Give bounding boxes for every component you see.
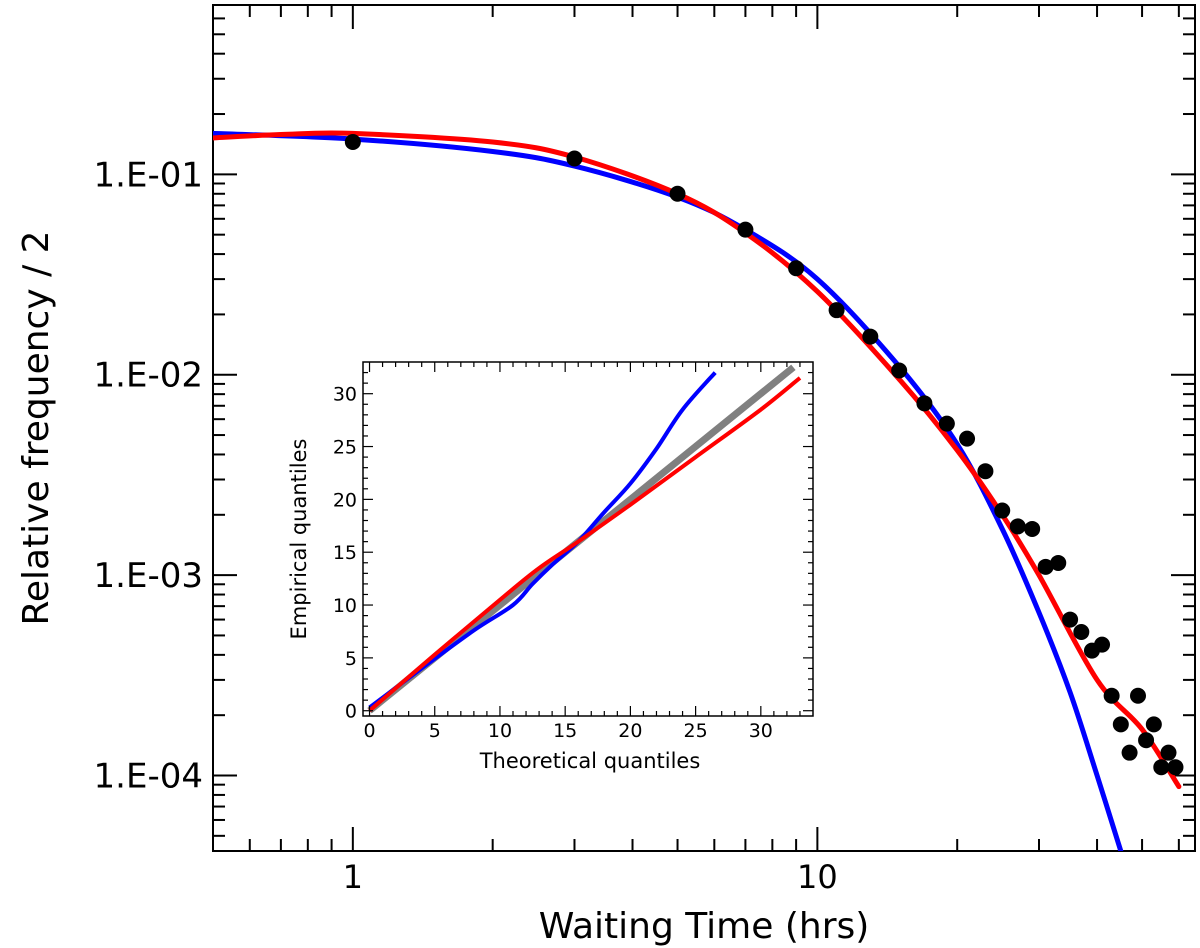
data-point bbox=[737, 221, 754, 238]
data-point bbox=[1103, 687, 1120, 704]
data-point bbox=[1073, 624, 1090, 641]
data-point bbox=[1112, 716, 1129, 733]
inset-y-axis-label: Empirical quantiles bbox=[287, 439, 311, 640]
data-point bbox=[1037, 558, 1054, 575]
inset-y-tick-label: 10 bbox=[333, 595, 357, 617]
main-y-axis-label: Relative frequency / 2 bbox=[16, 230, 57, 625]
red-qq-curve bbox=[368, 376, 802, 713]
main-tick-labels: 1 10 1.E-01 1.E-02 1.E-03 1.E-04 bbox=[94, 155, 838, 896]
inset-y-tick-label: 0 bbox=[345, 701, 357, 723]
inset-y-tick-label: 15 bbox=[333, 542, 357, 564]
inset-x-tick-label: 5 bbox=[429, 720, 441, 742]
blue-qq-curve bbox=[368, 371, 717, 710]
data-point bbox=[862, 328, 879, 345]
data-point bbox=[1138, 732, 1155, 749]
inset-x-tick-label: 15 bbox=[553, 720, 577, 742]
data-point bbox=[1094, 636, 1111, 653]
data-point bbox=[1153, 759, 1170, 776]
inset-curves bbox=[367, 364, 802, 714]
y-tick-label: 1.E-04 bbox=[94, 757, 203, 797]
data-point bbox=[1024, 520, 1041, 537]
inset-y-tick-label: 30 bbox=[333, 384, 357, 406]
data-point bbox=[1050, 554, 1067, 571]
main-x-axis-label: Waiting Time (hrs) bbox=[539, 906, 870, 947]
data-point bbox=[1062, 611, 1079, 628]
data-point bbox=[1129, 687, 1146, 704]
inset-y-tick-label: 25 bbox=[333, 437, 357, 459]
inset-x-axis-label: Theoretical quantiles bbox=[479, 749, 701, 773]
data-point bbox=[828, 302, 845, 319]
red-fit-curve bbox=[213, 130, 1182, 790]
inset-x-tick-label: 25 bbox=[684, 720, 708, 742]
data-point bbox=[977, 463, 994, 480]
main-data-points bbox=[344, 134, 1184, 776]
main-axis-ticks bbox=[212, 5, 1195, 851]
main-curves bbox=[213, 130, 1182, 851]
data-point bbox=[891, 362, 908, 379]
y-tick-label: 1.E-02 bbox=[94, 356, 203, 396]
data-point bbox=[669, 185, 686, 202]
data-point bbox=[916, 395, 933, 412]
data-point bbox=[1160, 744, 1177, 761]
blue-fit-curve bbox=[213, 130, 1124, 851]
data-point bbox=[994, 502, 1011, 519]
inset-x-tick-label: 10 bbox=[488, 720, 512, 742]
data-point bbox=[1121, 744, 1138, 761]
inset-x-tick-label: 30 bbox=[749, 720, 773, 742]
inset-axis-ticks bbox=[363, 362, 813, 716]
x-tick-label: 1 bbox=[343, 858, 363, 896]
inset-tick-labels: 0 5 10 15 20 25 30 0 5 10 15 20 25 30 bbox=[333, 384, 773, 742]
data-point bbox=[1167, 759, 1184, 776]
inset-x-tick-label: 0 bbox=[363, 720, 375, 742]
inset-y-tick-label: 5 bbox=[345, 648, 357, 670]
y-tick-label: 1.E-03 bbox=[94, 556, 203, 596]
data-point bbox=[788, 260, 805, 277]
data-point bbox=[344, 134, 361, 151]
inset-plot-frame bbox=[362, 361, 814, 717]
y-tick-label: 1.E-01 bbox=[94, 155, 203, 195]
data-point bbox=[1009, 518, 1026, 535]
data-point bbox=[938, 415, 955, 432]
x-tick-label: 10 bbox=[797, 858, 838, 896]
inset-y-tick-label: 20 bbox=[333, 489, 357, 511]
inset-x-tick-label: 20 bbox=[618, 720, 642, 742]
main-plot-frame bbox=[212, 4, 1196, 852]
data-point bbox=[959, 430, 976, 447]
data-point bbox=[566, 150, 583, 167]
data-point bbox=[1145, 716, 1162, 733]
